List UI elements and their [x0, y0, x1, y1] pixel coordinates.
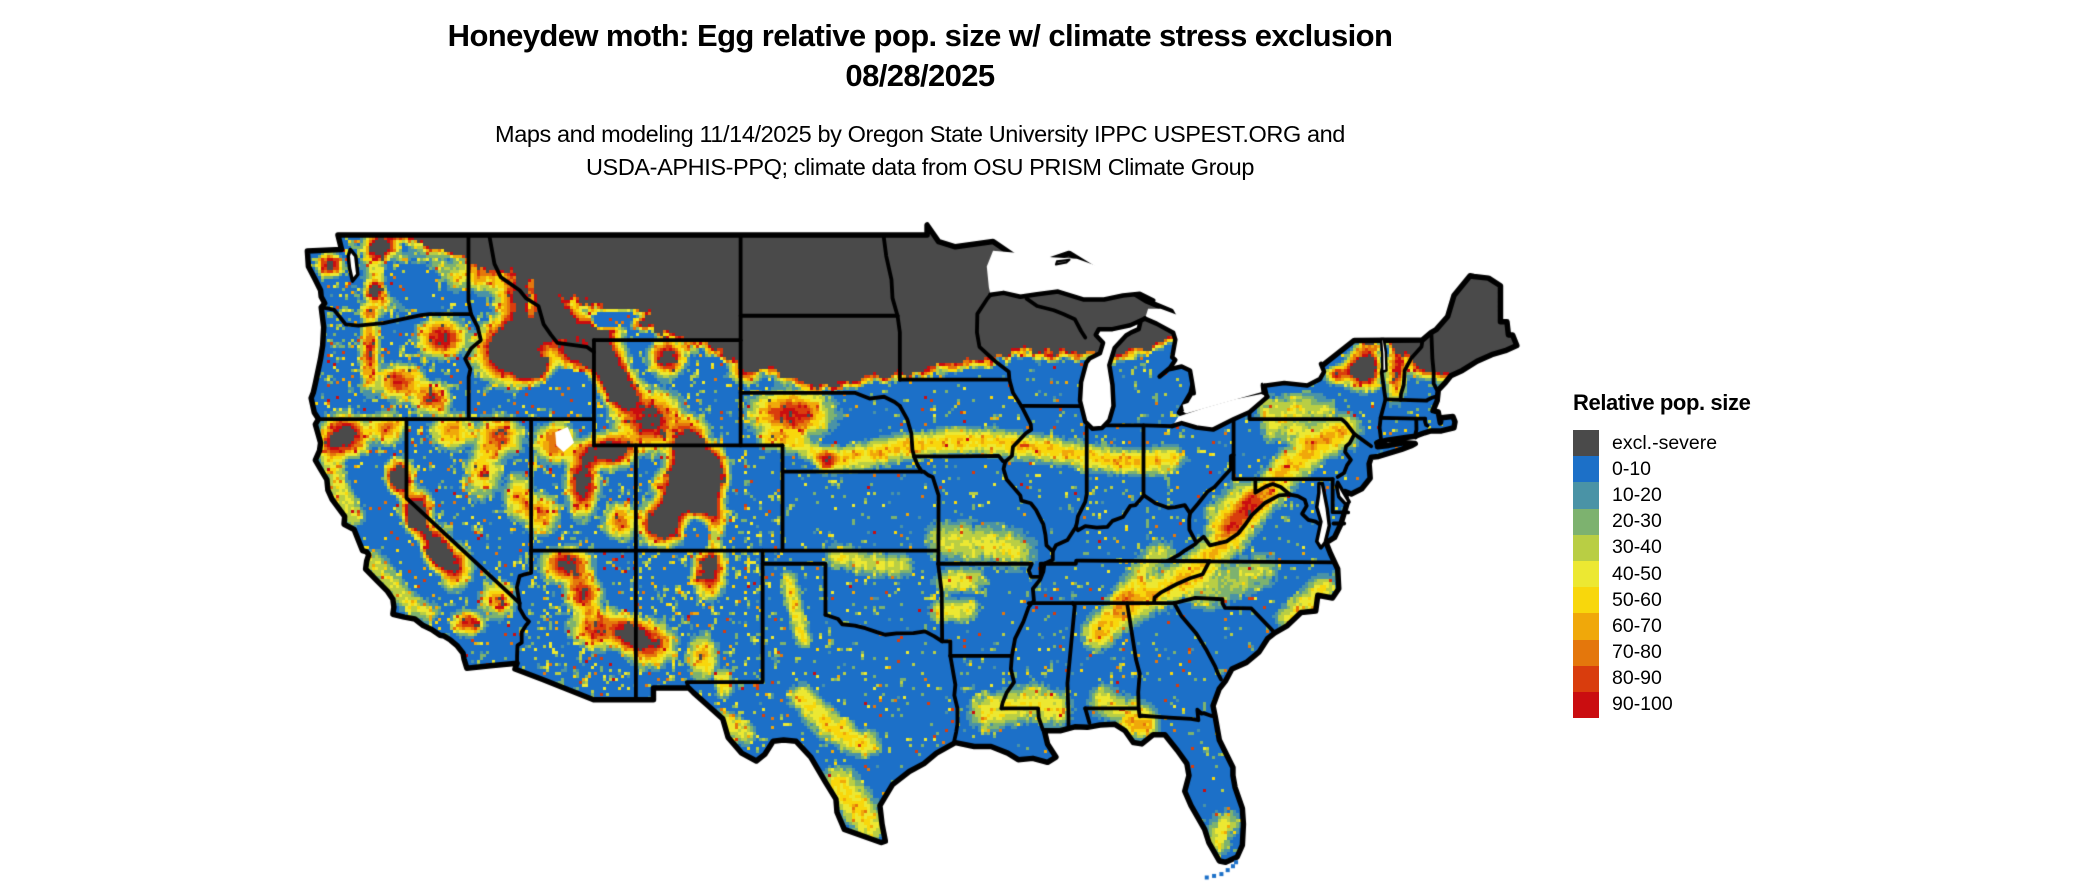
legend-item: 0-10 [1573, 456, 1750, 483]
legend-label: 40-50 [1612, 562, 1662, 585]
legend-label: excl.-severe [1612, 431, 1718, 454]
legend-label: 60-70 [1612, 614, 1662, 637]
legend-swatch [1573, 430, 1599, 457]
map-header: Honeydew moth: Egg relative pop. size w/… [0, 16, 1840, 184]
legend-title: Relative pop. size [1573, 390, 1751, 415]
legend-swatch [1573, 534, 1599, 561]
map-subtitle: Maps and modeling 11/14/2025 by Oregon S… [0, 118, 1840, 184]
legend-swatch [1573, 613, 1599, 640]
legend-swatch [1573, 665, 1599, 692]
legend-item: 10-20 [1573, 482, 1750, 509]
legend-item: 80-90 [1573, 665, 1750, 692]
legend-rows: excl.-severe 0-10 10-20 20-30 30-40 40-50 50-6… [1573, 430, 1750, 719]
legend-item: excl.-severe [1573, 430, 1750, 457]
legend-label: 0-10 [1612, 457, 1652, 480]
legend-item: 50-60 [1573, 587, 1750, 614]
legend-item: 60-70 [1573, 613, 1750, 640]
legend-label: 20-30 [1612, 510, 1662, 533]
legend-item: 70-80 [1573, 639, 1750, 666]
legend-label: 30-40 [1612, 536, 1662, 559]
legend-swatch [1573, 587, 1599, 614]
legend-swatch [1573, 560, 1599, 588]
legend-label: 80-90 [1612, 667, 1662, 690]
legend-label: 90-100 [1612, 693, 1673, 716]
legend-item: 40-50 [1573, 560, 1750, 588]
legend-item: 90-100 [1573, 691, 1750, 719]
map-title-line1: Honeydew moth: Egg relative pop. size w/… [447, 18, 1393, 53]
map-title-date: 08/28/2025 [845, 58, 995, 93]
legend-swatch [1573, 639, 1599, 666]
legend-label: 70-80 [1612, 641, 1662, 664]
map-legend: Relative pop. size excl.-severe 0-10 10-20… [1573, 390, 1751, 719]
legend-item: 20-30 [1573, 508, 1750, 535]
map-subtitle-line2: USDA-APHIS-PPQ; climate data from OSU PR… [585, 154, 1255, 180]
legend-item: 30-40 [1573, 534, 1750, 561]
legend-label: 10-20 [1612, 483, 1662, 506]
legend-swatch [1573, 508, 1599, 535]
legend-swatch [1573, 456, 1599, 483]
legend-swatch [1573, 482, 1599, 509]
legend-label: 50-60 [1612, 588, 1662, 611]
legend-swatch [1573, 691, 1599, 719]
map-subtitle-line1: Maps and modeling 11/14/2025 by Oregon S… [495, 121, 1345, 147]
